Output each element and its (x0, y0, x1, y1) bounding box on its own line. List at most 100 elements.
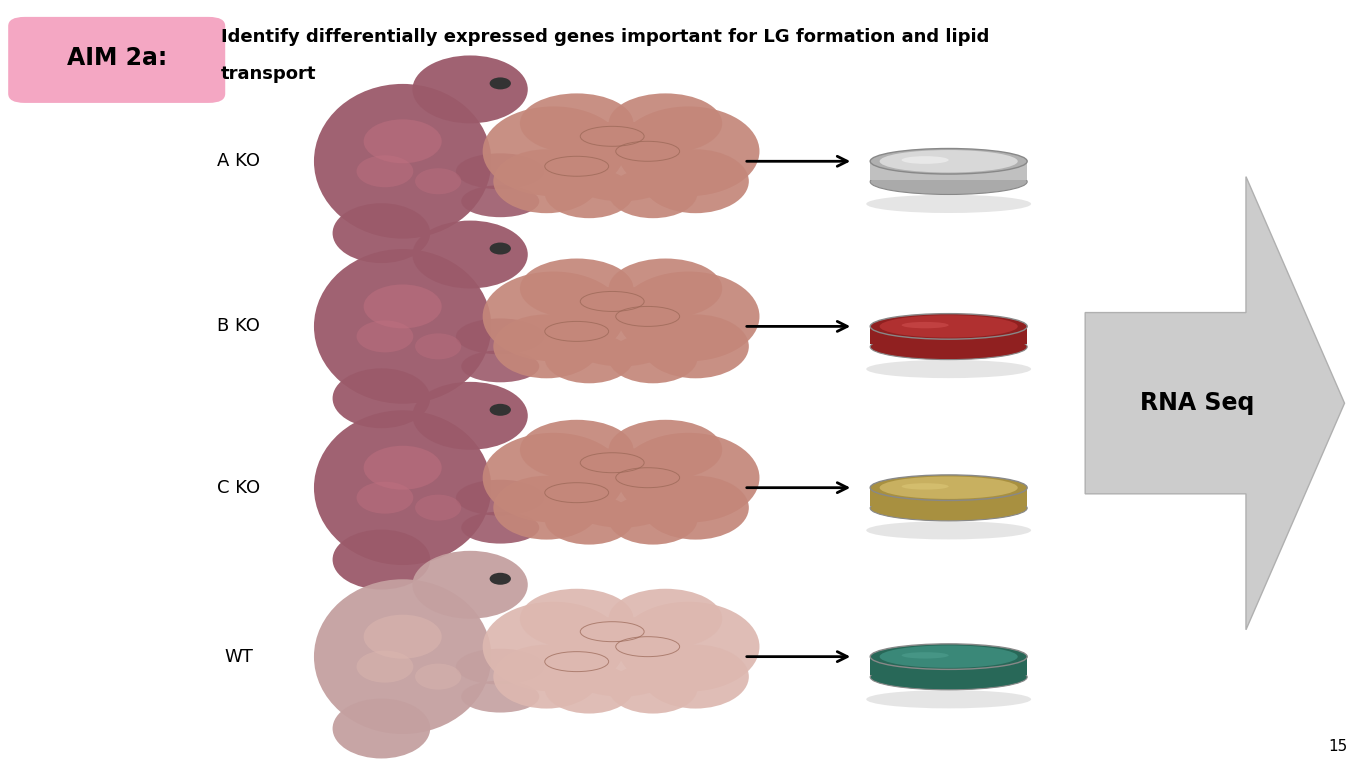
Ellipse shape (461, 185, 539, 217)
Ellipse shape (456, 154, 545, 189)
Ellipse shape (609, 420, 722, 480)
Polygon shape (871, 488, 1026, 505)
Ellipse shape (490, 78, 511, 89)
Polygon shape (1085, 177, 1345, 630)
Ellipse shape (609, 664, 698, 713)
Ellipse shape (871, 313, 1026, 339)
Ellipse shape (456, 649, 545, 684)
Text: WT: WT (224, 647, 254, 666)
Ellipse shape (871, 664, 1026, 690)
Ellipse shape (520, 589, 633, 649)
Ellipse shape (901, 156, 949, 164)
Ellipse shape (412, 220, 528, 289)
Ellipse shape (363, 119, 442, 164)
Text: 15: 15 (1328, 739, 1347, 754)
Ellipse shape (871, 495, 1026, 521)
Ellipse shape (490, 404, 511, 415)
Ellipse shape (520, 94, 633, 154)
Ellipse shape (520, 420, 633, 480)
Ellipse shape (901, 652, 949, 658)
Text: transport: transport (221, 65, 317, 83)
Ellipse shape (461, 511, 539, 544)
Ellipse shape (609, 589, 722, 649)
Ellipse shape (412, 551, 528, 619)
Ellipse shape (314, 410, 491, 565)
Ellipse shape (617, 433, 759, 523)
Ellipse shape (490, 573, 511, 584)
Ellipse shape (493, 314, 599, 379)
Ellipse shape (609, 495, 698, 545)
Ellipse shape (461, 350, 539, 382)
Ellipse shape (554, 286, 688, 366)
Ellipse shape (356, 482, 414, 514)
Ellipse shape (493, 149, 599, 214)
Ellipse shape (901, 322, 949, 328)
Ellipse shape (554, 448, 688, 528)
Ellipse shape (483, 272, 625, 362)
Text: AIM 2a:: AIM 2a: (67, 46, 168, 71)
Ellipse shape (545, 664, 633, 713)
Ellipse shape (363, 445, 442, 490)
Ellipse shape (356, 155, 414, 187)
Ellipse shape (609, 333, 698, 383)
Ellipse shape (483, 602, 625, 691)
Ellipse shape (415, 495, 461, 521)
Ellipse shape (456, 319, 545, 354)
Ellipse shape (333, 204, 430, 263)
Ellipse shape (363, 284, 442, 329)
Ellipse shape (333, 530, 430, 590)
Text: A KO: A KO (217, 152, 261, 170)
Ellipse shape (412, 382, 528, 450)
Ellipse shape (461, 680, 539, 713)
Ellipse shape (490, 243, 511, 254)
Ellipse shape (617, 106, 759, 196)
Ellipse shape (867, 690, 1031, 708)
Ellipse shape (643, 475, 749, 540)
Polygon shape (871, 657, 1026, 674)
Ellipse shape (415, 333, 461, 359)
Polygon shape (871, 161, 1026, 180)
Ellipse shape (363, 614, 442, 659)
Ellipse shape (415, 168, 461, 194)
Text: RNA Seq: RNA Seq (1140, 391, 1254, 415)
Ellipse shape (643, 149, 749, 214)
Ellipse shape (314, 84, 491, 239)
Ellipse shape (314, 249, 491, 404)
Ellipse shape (493, 644, 599, 709)
Ellipse shape (415, 664, 461, 690)
Ellipse shape (609, 259, 722, 319)
Ellipse shape (871, 169, 1026, 194)
Text: B KO: B KO (217, 317, 261, 336)
Ellipse shape (879, 315, 1018, 338)
Ellipse shape (356, 650, 414, 683)
Ellipse shape (483, 433, 625, 523)
FancyBboxPatch shape (8, 17, 225, 103)
Ellipse shape (867, 360, 1031, 378)
Ellipse shape (879, 476, 1018, 499)
Ellipse shape (643, 314, 749, 379)
Ellipse shape (609, 94, 722, 154)
Ellipse shape (871, 334, 1026, 359)
Ellipse shape (493, 475, 599, 540)
Ellipse shape (643, 644, 749, 709)
Text: C KO: C KO (217, 478, 261, 497)
Ellipse shape (520, 259, 633, 319)
Ellipse shape (412, 55, 528, 124)
Ellipse shape (901, 483, 949, 489)
Ellipse shape (333, 699, 430, 759)
Ellipse shape (871, 148, 1026, 174)
Ellipse shape (617, 602, 759, 691)
Polygon shape (871, 326, 1026, 344)
Ellipse shape (871, 475, 1026, 501)
Ellipse shape (545, 495, 633, 545)
Ellipse shape (867, 195, 1031, 213)
Ellipse shape (554, 121, 688, 201)
Ellipse shape (545, 168, 633, 218)
Ellipse shape (879, 150, 1018, 173)
Ellipse shape (456, 480, 545, 515)
Text: Identify differentially expressed genes important for LG formation and lipid: Identify differentially expressed genes … (221, 28, 990, 46)
Ellipse shape (314, 579, 491, 734)
Ellipse shape (867, 521, 1031, 539)
Ellipse shape (545, 333, 633, 383)
Ellipse shape (617, 272, 759, 362)
